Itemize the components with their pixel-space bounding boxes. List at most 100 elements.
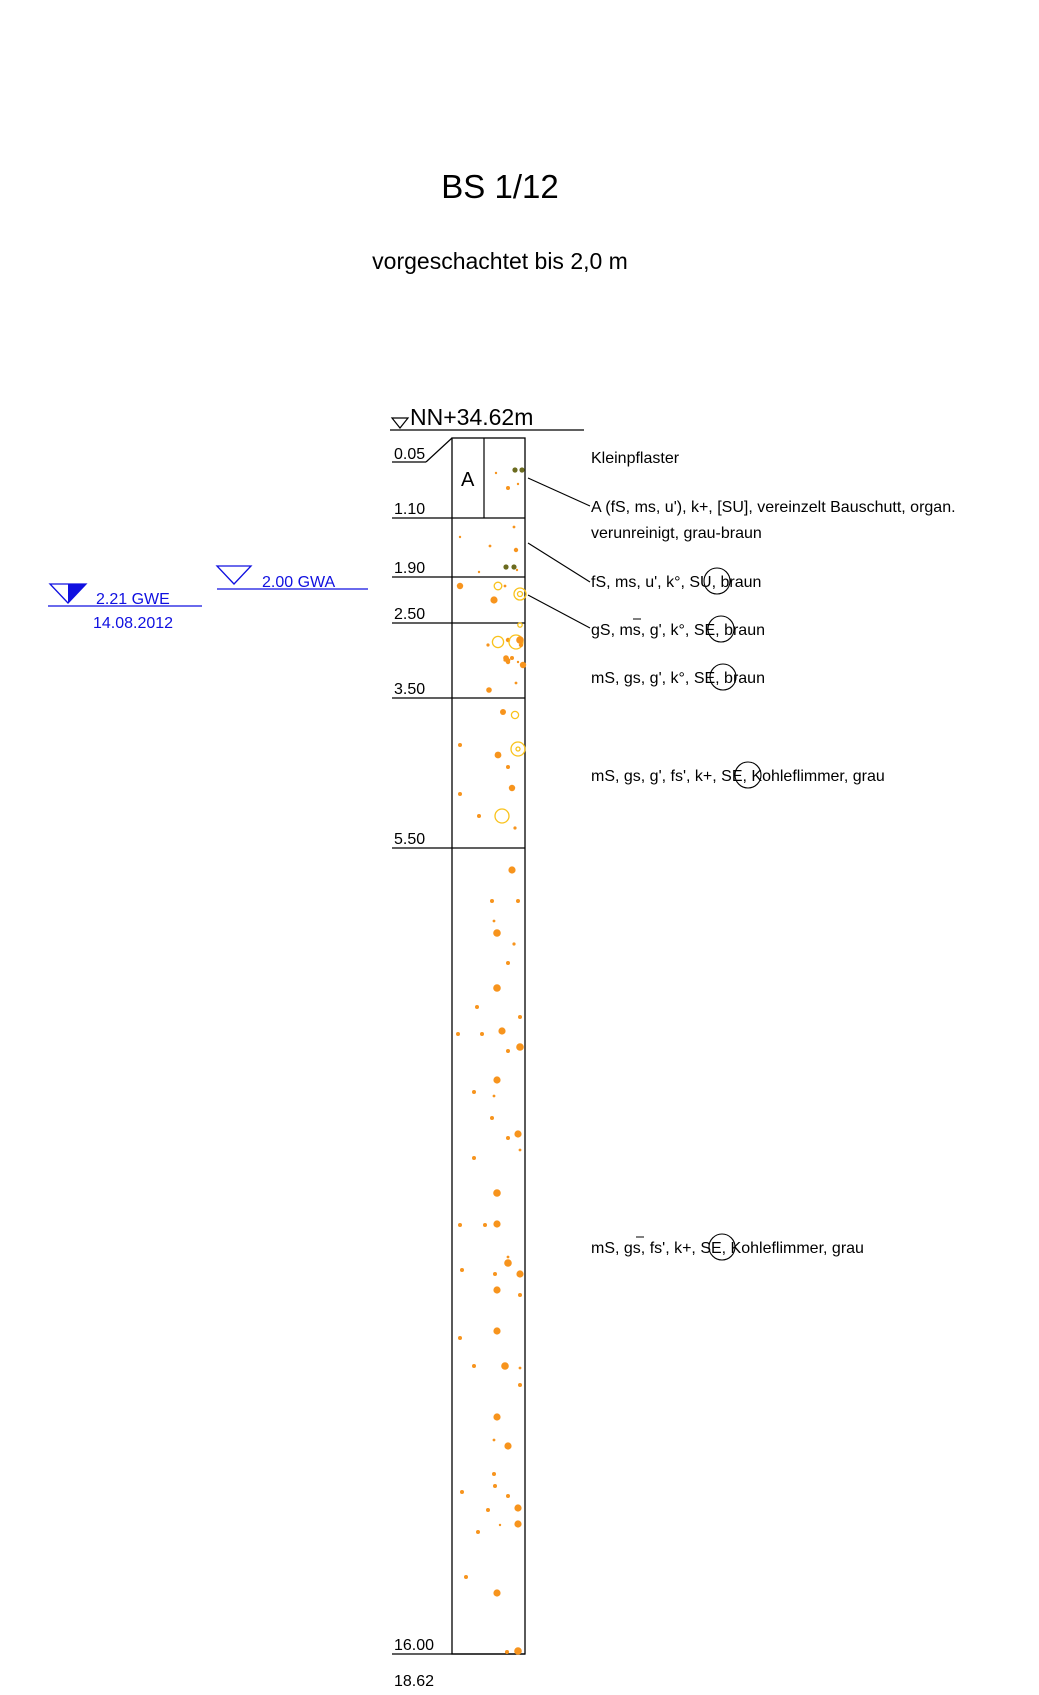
grain-dot: [492, 919, 496, 923]
grain-dot: [475, 1005, 479, 1009]
description-layer-4: mS, gs, g', k°, SE, braun: [591, 670, 765, 687]
grain-dot: [477, 814, 481, 818]
final-depth-label: 18.62: [394, 1673, 434, 1690]
gwa-triangle-icon: [215, 565, 253, 585]
grain-dot: [510, 741, 526, 757]
grain-dot: [504, 657, 510, 663]
depth-label-1: 1.10: [394, 501, 425, 518]
grain-dot: [508, 866, 516, 874]
layer-boundaries: [392, 437, 525, 1655]
grain-dot: [486, 1508, 490, 1512]
grain-dot: [518, 1015, 522, 1019]
grain-dot: [515, 568, 519, 572]
soil-group-circle-icon: [703, 567, 731, 595]
elevation-marker: NN+34.62m: [390, 404, 584, 431]
grain-dot: [493, 1413, 501, 1421]
grain-dot: [494, 808, 510, 824]
grain-dot: [514, 1520, 522, 1528]
soil-group-se: SE: [700, 1240, 721, 1257]
grain-dot: [492, 1472, 496, 1476]
grain-dot: [506, 1255, 510, 1259]
borehole-subtitle: vorgeschachtet bis 2,0 m: [372, 248, 628, 274]
grain-dot: [483, 1223, 487, 1227]
grain-dot: [514, 681, 518, 685]
description-layer-4-pre: mS, gs, g', k°,: [591, 670, 694, 687]
grain-dot: [515, 746, 521, 752]
grain-dot: [514, 1504, 522, 1512]
grain-dot: [492, 1094, 496, 1098]
grain-dot: [512, 525, 516, 529]
soil-group-circle-icon: [734, 761, 762, 789]
soil-group-circle-icon: [708, 1233, 736, 1261]
description-layer-3-pre-b: s: [633, 622, 641, 639]
grain-pattern: [456, 467, 527, 1655]
grain-dot: [477, 570, 481, 574]
depth-label-3: 2.50: [394, 606, 425, 623]
grain-dot: [518, 1366, 522, 1370]
grain-dot: [490, 596, 498, 604]
grain-dot: [512, 467, 518, 473]
grain-dot: [516, 660, 520, 664]
gwe-label: 2.21 GWE: [96, 591, 170, 608]
grain-dot: [518, 1293, 522, 1297]
grain-dot: [518, 642, 524, 648]
grain-dot: [513, 547, 519, 553]
grain-dot: [458, 1336, 462, 1340]
grain-dot: [476, 1530, 480, 1534]
grain-dot: [506, 1494, 510, 1498]
grain-dot: [516, 590, 524, 598]
grain-dot: [505, 1650, 509, 1654]
grain-dot: [517, 622, 523, 628]
grain-dot: [504, 1259, 512, 1267]
soil-group-se: SE: [694, 622, 715, 639]
grain-dot: [472, 1364, 476, 1368]
grain-dot: [506, 486, 510, 490]
grain-dot: [504, 1442, 512, 1450]
grain-dot: [519, 467, 525, 473]
grain-dot: [511, 564, 517, 570]
grain-dot: [458, 1223, 462, 1227]
grain-dot: [516, 482, 520, 486]
depth-labels: 0.05 1.10 1.90 2.50 3.50 5.50 16.00 18.6…: [394, 446, 434, 1690]
grain-dot: [514, 1647, 522, 1655]
grain-dot: [493, 1272, 497, 1276]
soil-group-circle-icon: [709, 663, 737, 691]
depth-label-0: 0.05: [394, 446, 425, 463]
elevation-triangle-icon: [390, 417, 410, 429]
grain-dot: [486, 687, 492, 693]
description-layer-1-line-1: A (fS, ms, u'), k+, [SU], vereinzelt Bau…: [591, 499, 956, 516]
borehole-title: BS 1/12: [441, 168, 559, 205]
grain-dot: [472, 1156, 476, 1160]
grain-dot: [492, 1438, 496, 1442]
grain-dot: [500, 709, 506, 715]
description-layer-5-pre: mS, gs, g', fs', k+,: [591, 768, 721, 785]
grain-dot: [486, 643, 490, 647]
description-layer-6: mS, gs, fs', k+, SE, Kohleflimmer, grau: [591, 1240, 864, 1257]
grain-dot: [510, 710, 520, 720]
grain-dot: [516, 1270, 524, 1278]
grain-dot: [472, 1090, 476, 1094]
soil-group-se: SE: [721, 768, 742, 785]
grain-dot: [493, 929, 501, 937]
description-layer-2: fS, ms, u', k°, SU, braun: [591, 574, 761, 591]
elevation-label: NN+34.62m: [410, 404, 533, 430]
grain-dot: [458, 792, 462, 796]
grain-dot: [480, 1032, 484, 1036]
grain-dot: [493, 1327, 501, 1335]
grain-dot: [493, 1286, 501, 1294]
grain-dot: [503, 584, 507, 588]
grain-dot: [460, 1268, 464, 1272]
grain-dot: [494, 751, 502, 759]
depth-label-5: 5.50: [394, 831, 425, 848]
description-layer-3-post: , braun: [715, 622, 765, 639]
grain-dot: [519, 661, 527, 669]
grain-dot: [490, 899, 494, 903]
grain-dot: [464, 1575, 468, 1579]
borehole-column: [451, 437, 526, 1655]
depth-label-4: 3.50: [394, 681, 425, 698]
grain-dot: [490, 1116, 494, 1120]
grain-dot: [518, 1148, 522, 1152]
grain-dot: [456, 582, 464, 590]
grain-dot: [498, 1027, 506, 1035]
